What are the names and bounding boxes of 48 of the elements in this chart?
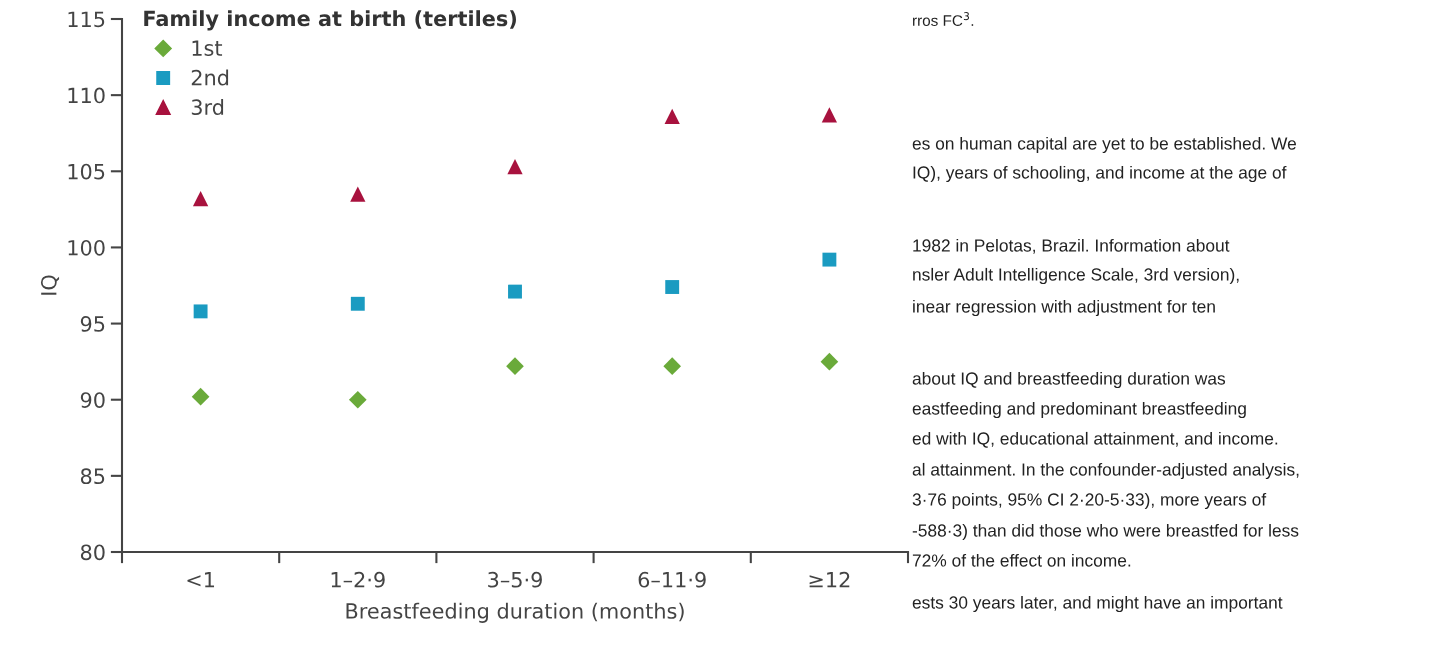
text: al attainment. In the confounder-adjusted analysis,	[912, 462, 1299, 480]
text: inear regression with adjustment for ten	[913, 299, 1215, 317]
y-tick-label: 80	[80, 544, 105, 561]
point	[821, 107, 838, 123]
text: -588·3) than did those who were breastfed for less	[912, 523, 1299, 541]
y-tick-label: 110	[68, 87, 105, 104]
point	[350, 186, 366, 202]
text: ed with IQ, educational attainment, and income.	[912, 431, 1278, 448]
point	[191, 387, 210, 406]
x-tick-label: ≥12	[809, 571, 850, 588]
text: 3·76 points, 95% CI 2·20-5·33), more years of	[912, 492, 1267, 510]
legend-title: Family income at birth (tertiles)	[144, 10, 516, 31]
y-tick-label: 95	[80, 316, 105, 332]
point	[507, 159, 523, 175]
point	[350, 296, 365, 311]
y-tick-label: 85	[80, 468, 105, 485]
x-axis-title: Breastfeeding duration (months)	[346, 602, 684, 623]
point	[665, 280, 680, 294]
text: about IQ and breastfeeding duration was	[912, 371, 1226, 389]
text: eastfeeding and predominant breastfeeding	[912, 401, 1246, 419]
point	[348, 390, 367, 409]
text: ests 30 years later, and might have an important	[912, 595, 1283, 613]
legend-label: 1st	[192, 40, 223, 57]
y-tick-label: 100	[68, 239, 105, 256]
text: IQ), years of schooling, and income at the age of	[913, 165, 1287, 183]
text: 72% of the effect on income.	[912, 553, 1131, 567]
point	[820, 352, 839, 371]
y-tick-label: 115	[68, 11, 105, 28]
x-tick-label: <1	[187, 572, 215, 588]
legend-label: 3rd	[191, 98, 224, 116]
point	[506, 357, 524, 376]
text: nsler Adult Intelligence Scale, 3rd version),	[913, 267, 1239, 285]
legend-label: 2nd	[191, 69, 229, 86]
y-axis-title: IQ	[40, 275, 60, 295]
text: rros FC$^{3}$.	[913, 12, 974, 26]
x-tick-label: 6–11·9	[638, 571, 706, 588]
point	[192, 191, 209, 207]
y-tick-label: 90	[80, 392, 105, 408]
text: 1982 in Pelotas, Brazil. Information about	[913, 238, 1230, 254]
point	[664, 108, 680, 125]
point	[508, 284, 522, 299]
point	[663, 357, 682, 376]
x-tick-label: 3–5·9	[488, 571, 542, 588]
x-tick-label: 1–2·9	[331, 571, 385, 588]
point	[193, 304, 208, 319]
point	[822, 252, 837, 267]
y-tick-label: 105	[68, 163, 105, 180]
text: es on human capital are yet to be established. We	[912, 136, 1296, 154]
